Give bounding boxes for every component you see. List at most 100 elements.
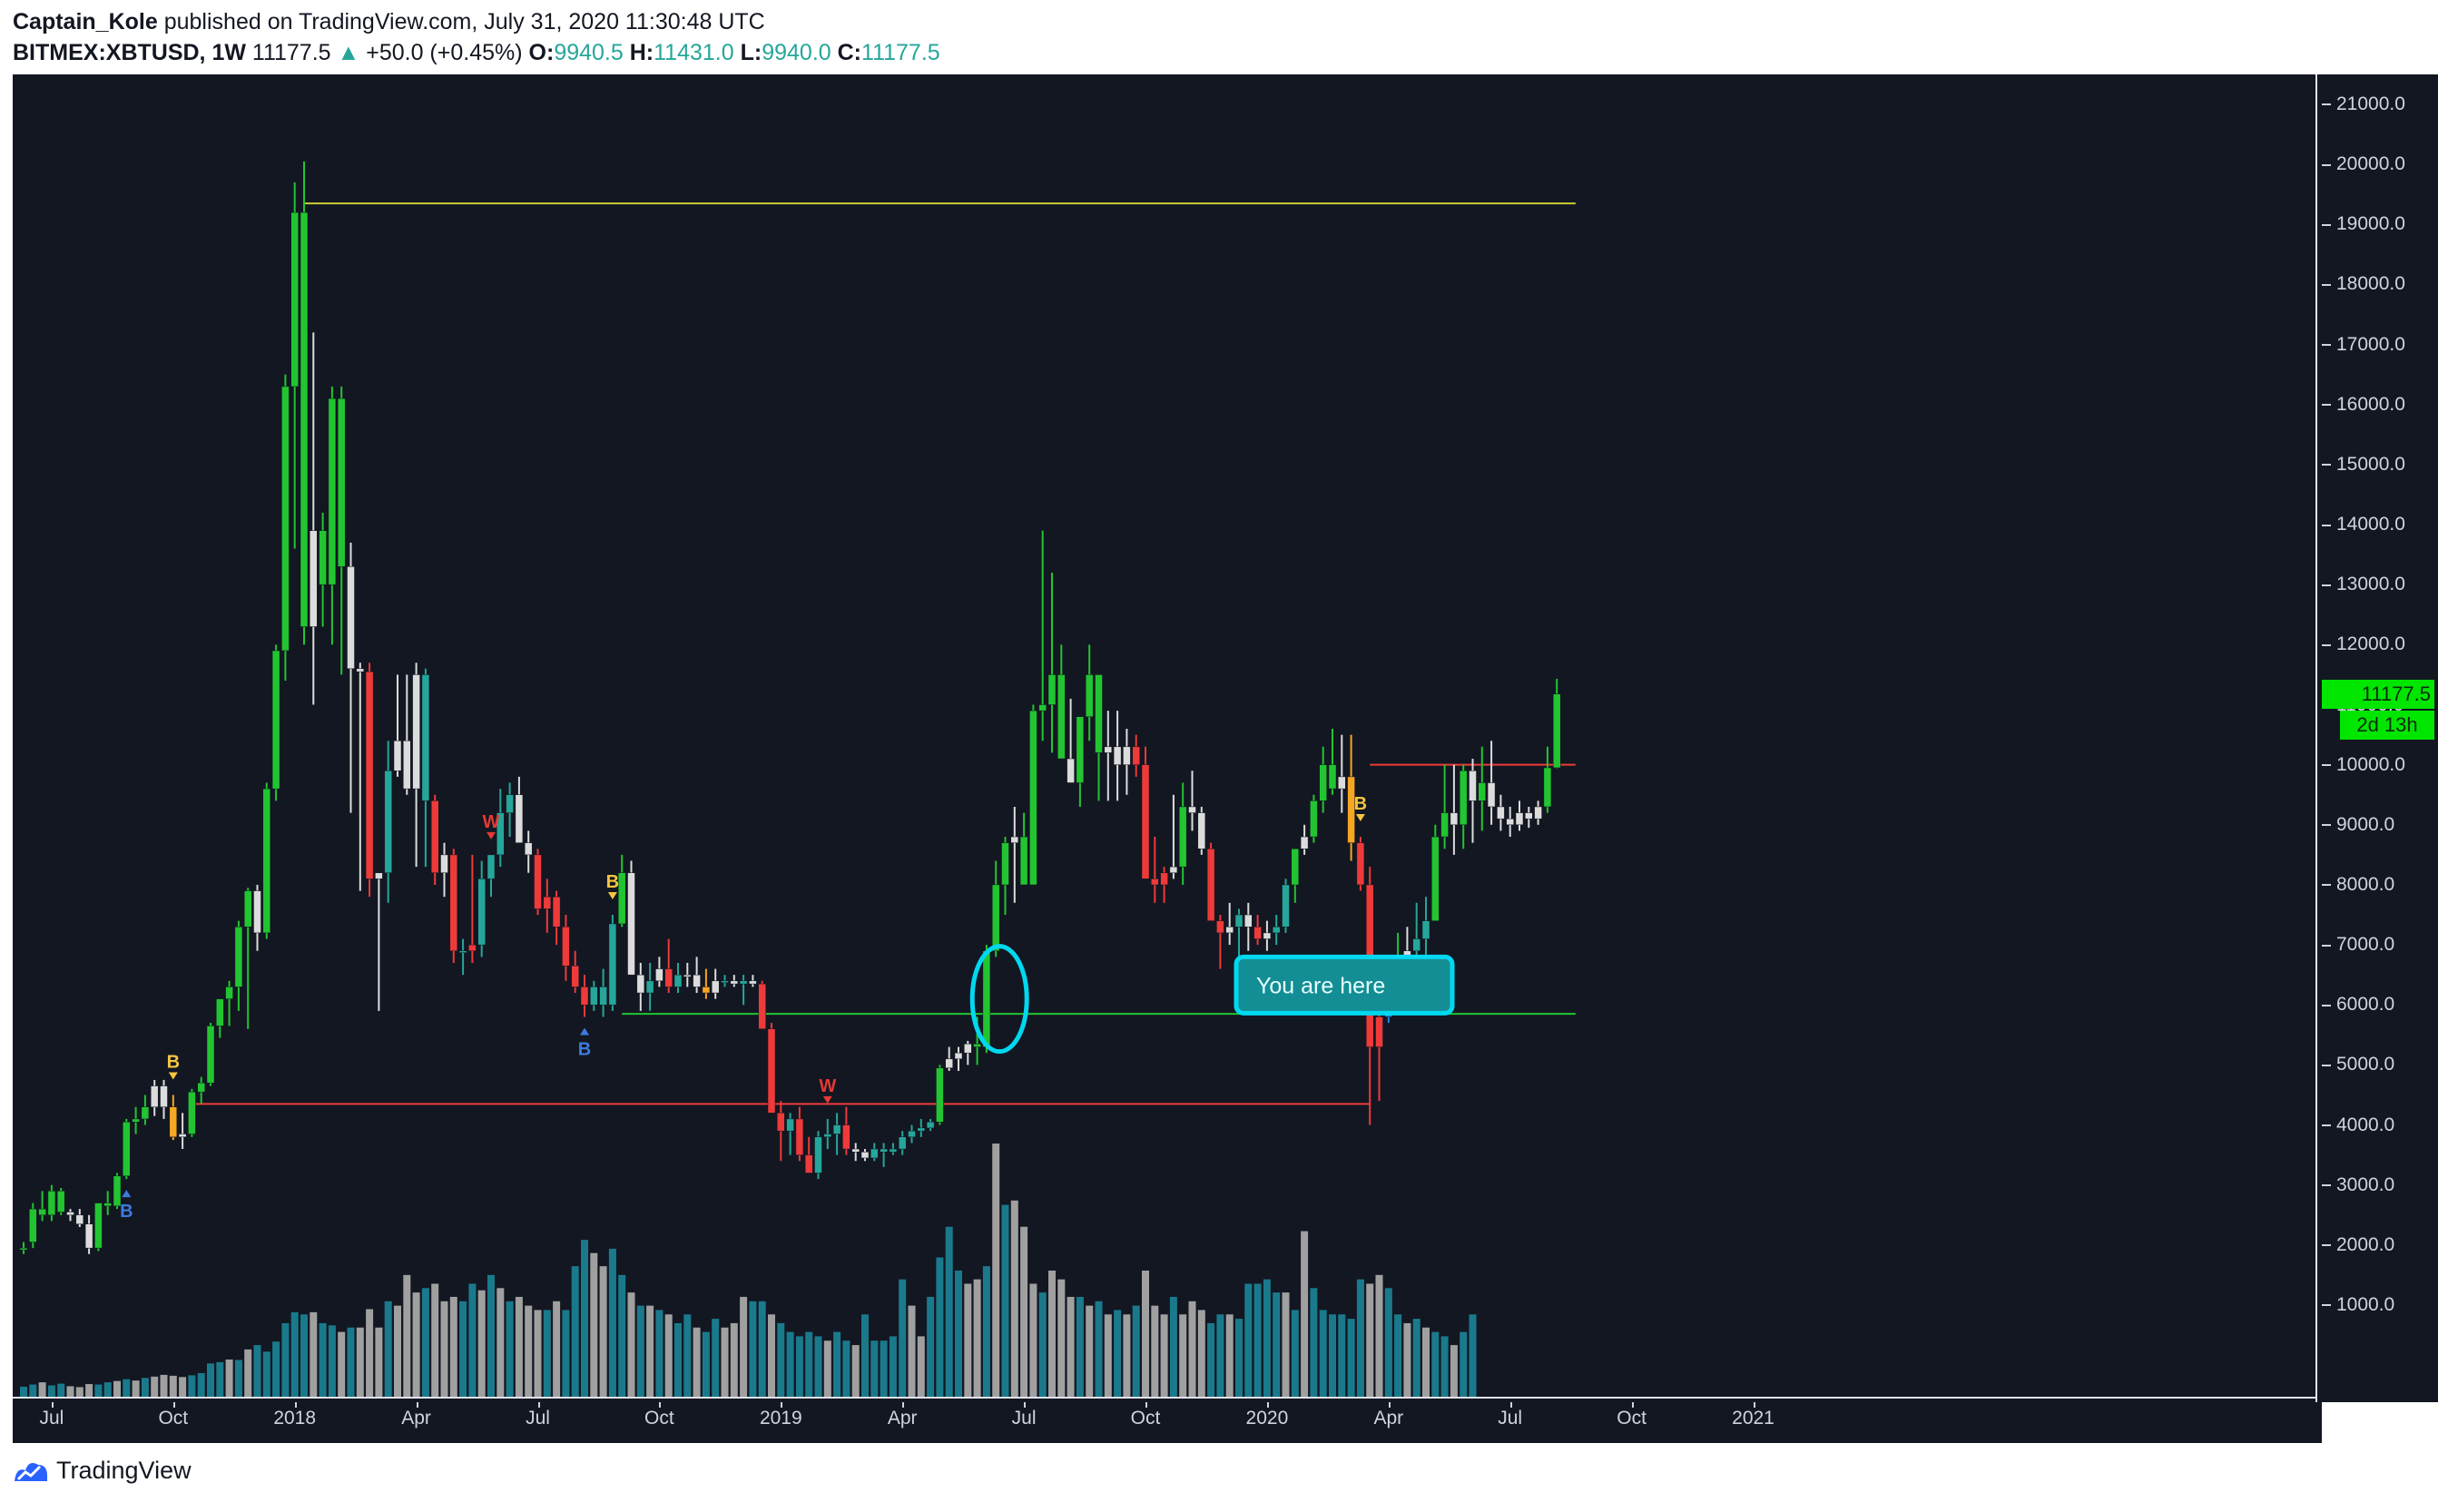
candle [749, 975, 757, 987]
volume-bar [1301, 1231, 1309, 1398]
candle [655, 957, 664, 987]
volume-bar [590, 1252, 598, 1398]
candle [1459, 764, 1468, 849]
axes [13, 74, 2322, 1402]
y-tick-mark [2322, 1004, 2331, 1006]
volume-bar [1412, 1319, 1421, 1398]
candle-body [113, 1175, 122, 1207]
x-tick-label: Jul [1011, 1408, 1037, 1429]
volume-bar [1440, 1336, 1449, 1398]
candle [908, 1124, 916, 1144]
candle [1328, 728, 1337, 795]
symbol-name[interactable]: BITMEX:XBTUSD, 1W [13, 40, 246, 65]
candle [880, 1143, 888, 1167]
candle [683, 962, 692, 987]
volume-bar [525, 1305, 533, 1398]
x-tick-label: Jul [39, 1408, 64, 1429]
candle [29, 1203, 37, 1249]
y-tick-label: 10000.0 [2322, 754, 2405, 776]
candle-body [683, 974, 692, 977]
candle [197, 1076, 205, 1105]
volume-bar [1347, 1319, 1355, 1398]
candle [393, 674, 402, 777]
y-tick-text: 13000.0 [2336, 574, 2405, 595]
volume-bar [1104, 1314, 1112, 1398]
candle [375, 872, 383, 1011]
y-tick-text: 18000.0 [2336, 273, 2405, 295]
tradingview-logo-icon[interactable] [13, 1458, 49, 1483]
volume-bar [851, 1345, 860, 1398]
volume-bar [1114, 1310, 1122, 1398]
candle-body [599, 987, 607, 1006]
candle [702, 968, 711, 999]
y-tick-mark [2322, 1124, 2331, 1126]
y-axis-panel[interactable]: 1000.0 2000.0 3000.0 4000.0 5000.0 6000.0 7000… [2322, 74, 2438, 1402]
candle [384, 741, 392, 903]
volume-bar [955, 1271, 962, 1398]
candle [1412, 902, 1421, 963]
chart-canvas[interactable]: B B W B B W B You are here [13, 74, 2322, 1402]
candle-body [1338, 776, 1346, 790]
candle-body [1282, 884, 1290, 928]
candle-body [1356, 842, 1365, 886]
candle-body [141, 1106, 150, 1120]
y-tick-label: 21000.0 [2322, 93, 2405, 115]
candle-body [749, 980, 757, 985]
candle [506, 782, 514, 838]
candle [1057, 644, 1066, 760]
volume-bar [1338, 1314, 1346, 1398]
volume-bar [20, 1386, 27, 1398]
volume-bar [982, 1266, 990, 1398]
candle-body [84, 1223, 93, 1249]
candle-body [730, 980, 739, 985]
y-tick-text: 3000.0 [2336, 1173, 2395, 1195]
candle [721, 975, 729, 987]
volume-bar [506, 1301, 514, 1398]
y-tick-mark [2322, 584, 2331, 586]
annotation-box [1234, 954, 1455, 1016]
candle [1216, 915, 1224, 969]
author-name[interactable]: Captain_Kole [13, 9, 158, 34]
volume-bar [655, 1310, 664, 1398]
candle-body [132, 1118, 140, 1123]
candle [823, 1118, 832, 1150]
candle-body [356, 668, 365, 673]
x-tick-mark [1145, 1402, 1147, 1408]
y-tick-text: 12000.0 [2336, 633, 2405, 655]
y-tick-text: 5000.0 [2336, 1054, 2395, 1075]
candle-body [1188, 806, 1196, 813]
price-change: +50.0 (+0.45%) [366, 40, 523, 65]
candle [458, 938, 467, 976]
candle [954, 1046, 963, 1072]
volume-bar [160, 1374, 168, 1398]
candle-body [375, 872, 383, 879]
candle [562, 915, 570, 981]
chart-area[interactable]: B B W B B W B You are here [13, 74, 2322, 1402]
candle-body [627, 872, 635, 976]
candle-body [1085, 674, 1094, 717]
signal-arrow-icon [122, 1190, 132, 1198]
candle-body [487, 854, 496, 879]
signal-label: B [606, 872, 619, 892]
signal-label: B [167, 1052, 180, 1072]
candle-body [1151, 879, 1159, 886]
volume-bar [833, 1331, 841, 1398]
candle [141, 1095, 150, 1125]
x-axis-panel[interactable]: Jul Oct 2018 Apr Jul Oct 2019 Apr Jul Oct 2020 Apr J… [13, 1402, 2322, 1443]
candle-body [1310, 800, 1318, 838]
candle [1001, 837, 1009, 916]
annotation-layer: You are here [969, 944, 1455, 1055]
candle [1356, 837, 1365, 891]
candle-body [1160, 872, 1168, 886]
candle [1431, 824, 1440, 921]
volume-bar [123, 1379, 131, 1398]
volume-bar [281, 1322, 290, 1398]
volume-bar [1086, 1305, 1094, 1398]
candle-body [860, 1152, 870, 1159]
candle-body [206, 1026, 215, 1084]
candle-body [991, 884, 1000, 951]
candle [1291, 849, 1300, 903]
volume-bar [1384, 1288, 1392, 1398]
footer-brand[interactable]: TradingView [56, 1457, 192, 1484]
candle [337, 386, 346, 675]
